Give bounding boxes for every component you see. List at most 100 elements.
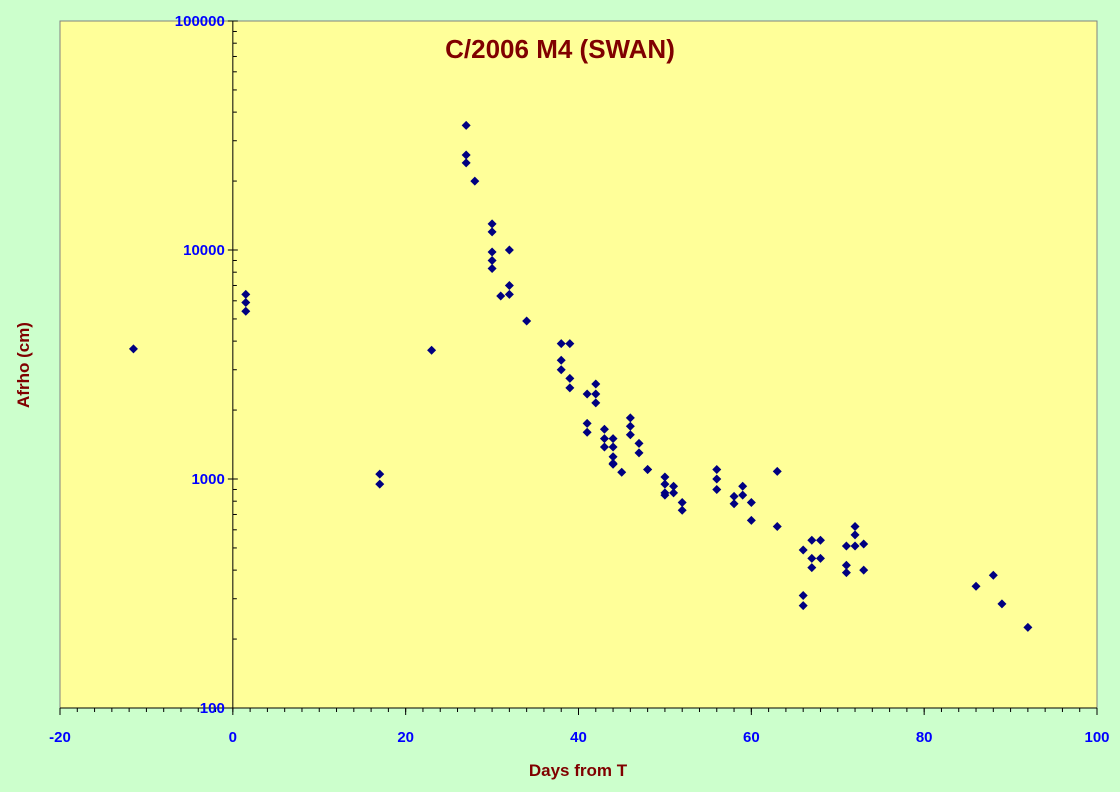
- data-point: [643, 465, 653, 475]
- data-point: [677, 505, 687, 515]
- data-point: [625, 413, 635, 423]
- plot-area: [59, 20, 1098, 709]
- x-axis-tick-labels: -20 0 20 40 60 80 100: [49, 729, 1109, 746]
- data-point: [772, 466, 782, 476]
- data-point: [241, 297, 251, 307]
- data-point: [487, 247, 497, 257]
- data-point: [634, 438, 644, 448]
- data-point: [241, 306, 251, 316]
- x-tick-label: 100: [1084, 729, 1109, 746]
- data-point: [591, 389, 601, 399]
- data-point: [859, 565, 869, 575]
- data-point: [807, 535, 817, 545]
- data-point: [608, 434, 618, 444]
- data-point: [997, 599, 1007, 609]
- data-point: [772, 522, 782, 532]
- data-point: [712, 474, 722, 484]
- data-point: [625, 421, 635, 431]
- y-axis-ticks: [227, 20, 238, 709]
- y-axis-title: Afrho (cm): [14, 322, 33, 408]
- x-tick-label: 60: [743, 729, 760, 746]
- data-points: [128, 120, 1033, 632]
- data-point: [738, 490, 748, 500]
- data-point: [608, 442, 618, 452]
- data-point: [599, 424, 609, 434]
- data-point: [487, 227, 497, 237]
- data-point: [815, 535, 825, 545]
- data-point: [841, 541, 851, 551]
- data-point: [859, 539, 869, 549]
- data-point: [815, 553, 825, 563]
- data-point: [582, 418, 592, 428]
- data-point: [798, 590, 808, 600]
- data-point: [712, 484, 722, 494]
- data-point: [850, 522, 860, 532]
- data-point: [729, 499, 739, 509]
- data-point: [487, 255, 497, 265]
- data-point: [634, 448, 644, 458]
- data-point: [608, 459, 618, 469]
- data-point: [599, 434, 609, 444]
- data-point: [660, 479, 670, 489]
- data-point: [470, 176, 480, 186]
- data-point: [582, 427, 592, 437]
- data-point: [375, 469, 385, 479]
- data-point: [565, 373, 575, 383]
- data-point: [599, 442, 609, 452]
- data-point: [746, 515, 756, 525]
- data-point: [591, 379, 601, 389]
- data-point: [461, 120, 471, 130]
- x-tick-label: 40: [570, 729, 587, 746]
- x-tick-label: 20: [397, 729, 414, 746]
- data-point: [556, 365, 566, 375]
- data-point: [461, 150, 471, 160]
- data-point: [850, 541, 860, 551]
- data-point: [582, 389, 592, 399]
- data-point: [608, 452, 618, 462]
- x-axis-title: Days from T: [529, 761, 628, 780]
- data-point: [669, 488, 679, 498]
- y-tick-label: 100000: [175, 13, 225, 30]
- data-point: [729, 491, 739, 501]
- data-point: [504, 289, 514, 299]
- data-point: [988, 570, 998, 580]
- y-tick-label: 10000: [183, 242, 225, 259]
- data-point: [850, 530, 860, 540]
- data-point: [807, 553, 817, 563]
- data-point: [660, 472, 670, 482]
- data-point: [807, 563, 817, 573]
- chart-title: C/2006 M4 (SWAN): [445, 34, 675, 64]
- data-point: [565, 339, 575, 349]
- data-point: [461, 158, 471, 168]
- data-point: [617, 467, 627, 477]
- y-tick-label: 100: [200, 700, 225, 717]
- data-point: [375, 479, 385, 489]
- data-point: [798, 601, 808, 611]
- data-point: [712, 465, 722, 475]
- y-tick-label: 1000: [191, 471, 224, 488]
- data-point: [971, 581, 981, 591]
- data-point: [128, 344, 138, 354]
- x-tick-label: -20: [49, 729, 71, 746]
- data-point: [746, 497, 756, 507]
- data-point: [504, 280, 514, 290]
- data-point: [591, 398, 601, 408]
- x-tick-label: 80: [916, 729, 933, 746]
- data-point: [496, 291, 506, 301]
- x-tick-label: 0: [229, 729, 237, 746]
- data-point: [669, 481, 679, 491]
- data-point: [625, 430, 635, 440]
- y-axis-tick-labels: 100 1000 10000 100000: [175, 13, 225, 717]
- data-point: [677, 497, 687, 507]
- data-point: [841, 560, 851, 570]
- data-point: [1023, 622, 1033, 632]
- data-point: [565, 383, 575, 393]
- data-point: [556, 355, 566, 365]
- data-point: [841, 568, 851, 578]
- data-point: [487, 219, 497, 229]
- data-point: [556, 339, 566, 349]
- x-axis-ticks: [59, 708, 1098, 715]
- data-point: [798, 545, 808, 555]
- data-point: [487, 264, 497, 274]
- data-point: [738, 481, 748, 491]
